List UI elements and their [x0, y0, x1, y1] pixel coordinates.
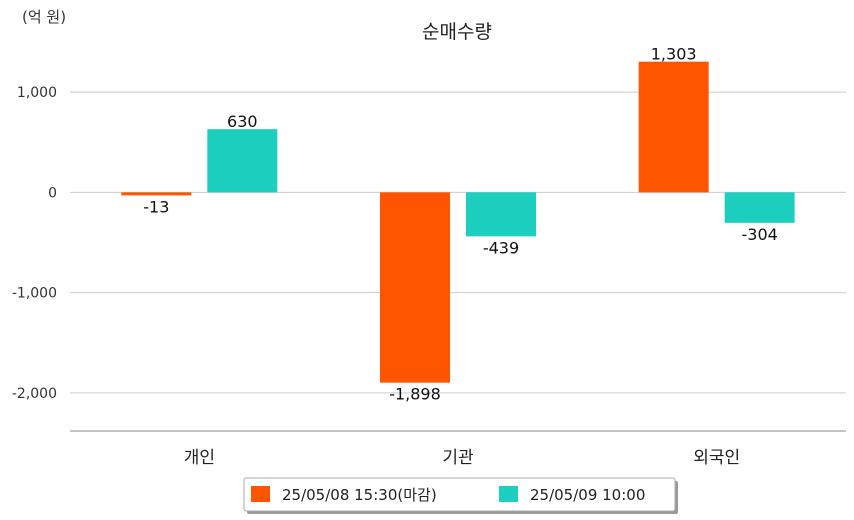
- gridlines: [70, 91, 846, 394]
- category-label-2: 기관: [442, 448, 473, 468]
- legend-box: [243, 477, 676, 512]
- category-label-3: 외국인: [693, 448, 740, 468]
- bars: [121, 61, 795, 383]
- data-label-2-3: -304: [742, 225, 778, 244]
- data-labels: -13 630 -1,898 -439 1,303 -304: [143, 45, 778, 404]
- legend-swatch-series-2: [499, 486, 518, 502]
- legend-swatch-series-1: [251, 486, 270, 502]
- y-tick-label: -1,000: [12, 286, 57, 302]
- y-tick-label: 1,000: [17, 85, 57, 101]
- bar-1-3: [638, 61, 709, 193]
- data-label-2-1: 630: [227, 112, 258, 131]
- bar-1-1: [121, 192, 192, 196]
- bar-2-3: [724, 192, 795, 223]
- x-axis-categories: 개인 기관 외국인: [184, 448, 740, 468]
- chart-title: 순매수량: [422, 21, 492, 43]
- data-label-2-2: -439: [483, 238, 519, 257]
- data-label-1-3: 1,303: [651, 45, 697, 64]
- y-tick-label: -2,000: [12, 386, 57, 402]
- legend: 25/05/08 15:30(마감) 25/05/09 10:00: [243, 477, 678, 514]
- bar-1-2: [380, 192, 450, 383]
- unit-label: (억 원): [22, 8, 66, 26]
- data-label-1-1: -13: [143, 197, 169, 216]
- y-axis-ticks: 1,000 0 -1,000 -2,000: [12, 85, 57, 402]
- data-label-1-2: -1,898: [389, 385, 441, 404]
- legend-label-series-2: 25/05/09 10:00: [530, 486, 645, 504]
- bar-2-1: [207, 129, 278, 193]
- y-tick-label: 0: [48, 185, 57, 201]
- category-label-1: 개인: [184, 448, 215, 468]
- legend-label-series-1: 25/05/08 15:30(마감): [282, 486, 437, 504]
- bar-2-2: [466, 192, 536, 237]
